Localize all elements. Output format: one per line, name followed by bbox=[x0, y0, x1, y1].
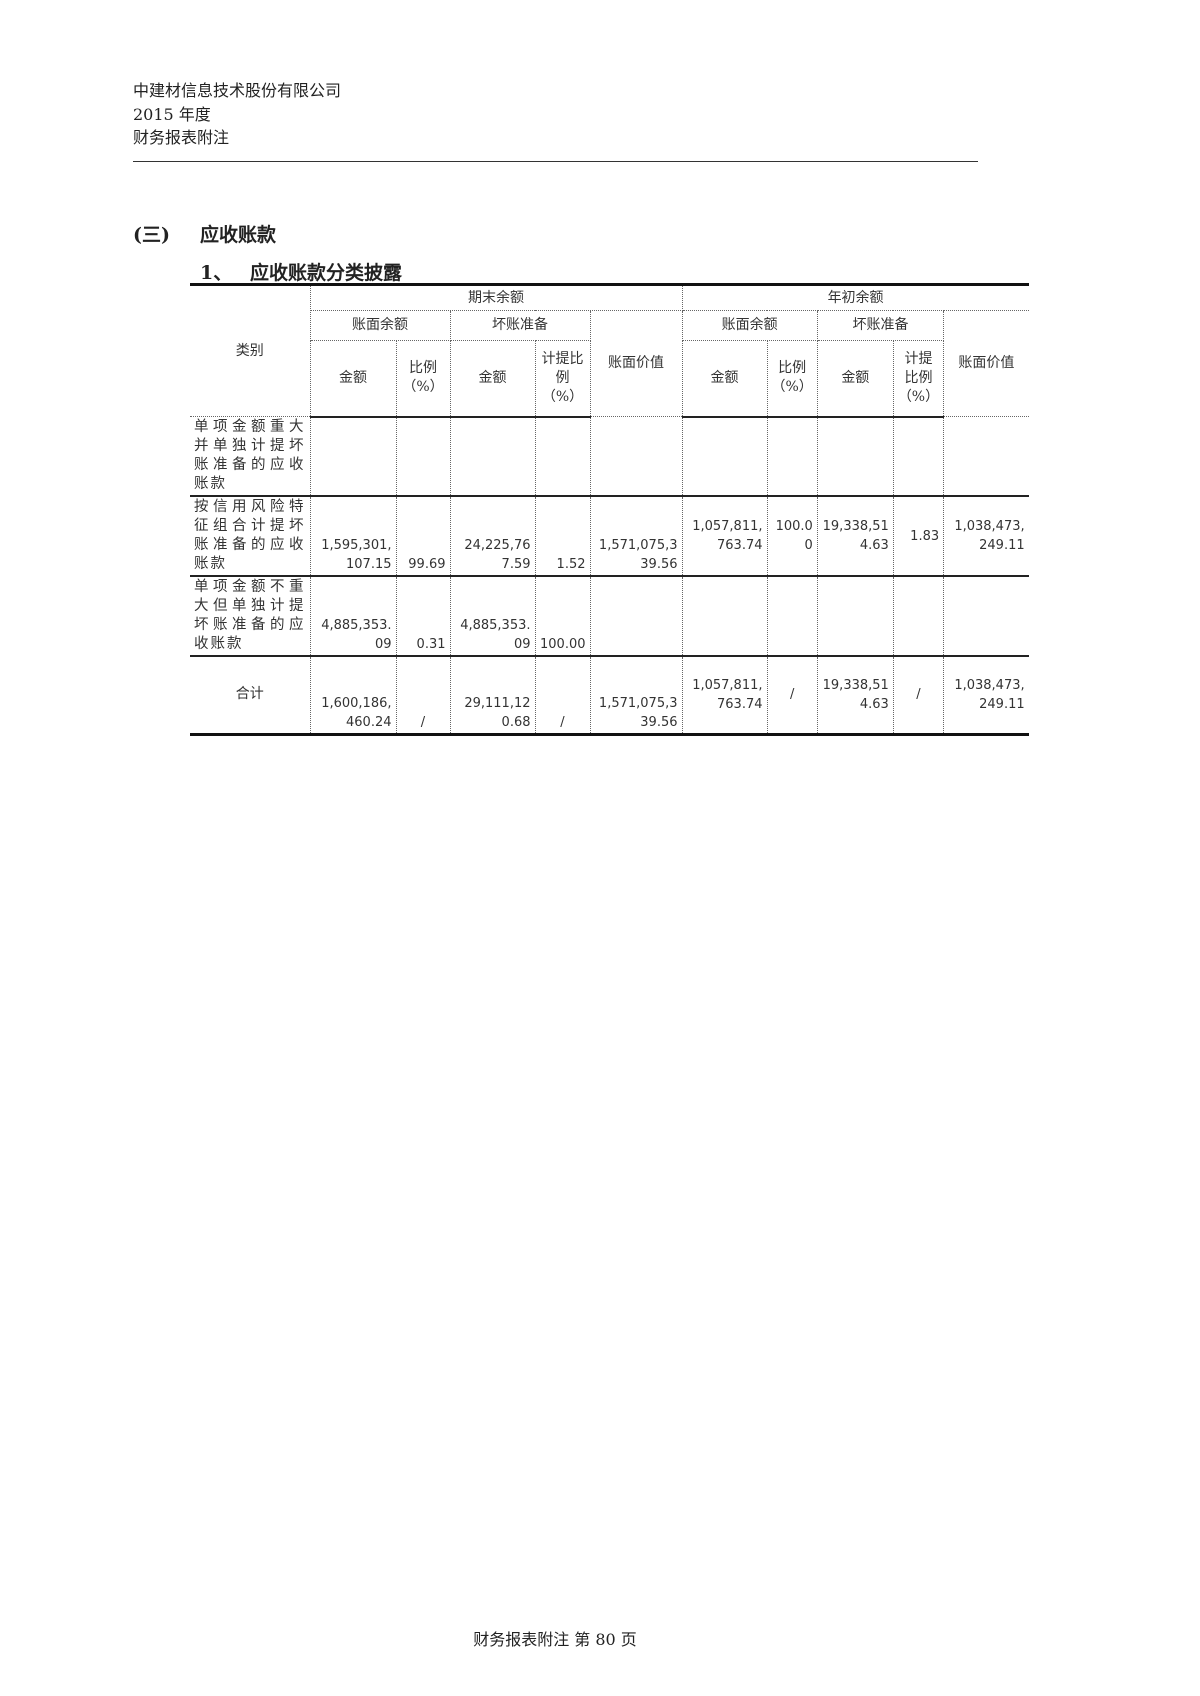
table-cell bbox=[892, 575, 945, 657]
table-cell: / bbox=[395, 655, 451, 735]
table-cell bbox=[892, 416, 945, 497]
table-cell bbox=[816, 575, 894, 657]
table-cell: 1,057,811,763.74 bbox=[681, 655, 768, 735]
header-amount: 金额 bbox=[310, 340, 397, 418]
table-cell bbox=[816, 416, 894, 497]
table-cell bbox=[943, 575, 1029, 657]
table-cell bbox=[681, 416, 768, 497]
table-cell: 1,038,473,249.11 bbox=[943, 495, 1029, 577]
company-name: 中建材信息技术股份有限公司 bbox=[133, 81, 342, 100]
header-ratio: 比例（%） bbox=[766, 340, 818, 418]
header-bad-debt: 坏账准备 bbox=[816, 310, 945, 341]
report-year: 2015 年度 bbox=[133, 105, 211, 124]
header-year-begin: 年初余额 bbox=[681, 284, 1029, 311]
table-cell bbox=[943, 416, 1029, 497]
subsection-number: 1、 bbox=[200, 262, 233, 284]
header-ratio: 比例（%） bbox=[395, 340, 451, 418]
table-row: 按信用风险特征组合计提坏账准备的应收账款 1,595,301,107.15 99.6… bbox=[190, 495, 1029, 577]
page-footer: 财务报表附注 第 80 页 bbox=[473, 1630, 637, 1649]
header-category: 类别 bbox=[190, 284, 311, 417]
table-cell: 1.52 bbox=[534, 495, 591, 577]
table-cell: 99.69 bbox=[395, 495, 451, 577]
table-cell bbox=[681, 575, 768, 657]
table-cell: 4,885,353.09 bbox=[449, 575, 536, 657]
table-cell: 29,111,120.68 bbox=[449, 655, 536, 735]
table-cell: / bbox=[766, 655, 818, 735]
table-cell: 4,885,353.09 bbox=[309, 575, 397, 657]
header-period-end: 期末余额 bbox=[309, 284, 683, 311]
table-cell: 1,057,811,763.74 bbox=[681, 495, 768, 577]
section-title: 应收账款 bbox=[200, 224, 277, 246]
table-cell: 1,038,473,249.11 bbox=[943, 655, 1029, 735]
header-bad-debt: 坏账准备 bbox=[449, 310, 591, 341]
table-cell: 1,595,301,107.15 bbox=[309, 495, 397, 577]
header-provision-ratio: 计提比例（%） bbox=[534, 340, 591, 418]
table-cell: 100.00 bbox=[534, 575, 591, 657]
table-cell: 0.31 bbox=[395, 575, 451, 657]
row-category: 按信用风险特征组合计提坏账准备的应收账款 bbox=[190, 495, 311, 577]
row-category: 单项金额不重大但单独计提坏账准备的应收账款 bbox=[190, 575, 311, 657]
table-cell: 100.00 bbox=[766, 495, 818, 577]
table-row: 单项金额不重大但单独计提坏账准备的应收账款 4,885,353.09 0.31 4,8… bbox=[190, 575, 1029, 657]
subsection-title: 应收账款分类披露 bbox=[250, 262, 403, 284]
table-cell bbox=[534, 416, 591, 497]
table-cell bbox=[395, 416, 451, 497]
header-provision-ratio: 计提比例（%） bbox=[892, 340, 944, 418]
table-cell bbox=[309, 416, 397, 497]
row-category: 单项金额重大并单独计提坏账准备的应收账款 bbox=[190, 416, 311, 497]
header-divider bbox=[133, 161, 978, 162]
table-cell bbox=[449, 416, 536, 497]
table-cell: 24,225,767.59 bbox=[449, 495, 536, 577]
header-amount: 金额 bbox=[816, 340, 894, 418]
table-cell bbox=[766, 416, 818, 497]
table-cell bbox=[589, 416, 683, 497]
table-cell: 1,571,075,339.56 bbox=[589, 495, 683, 577]
row-category: 合计 bbox=[190, 655, 311, 735]
header-book-value: 账面价值 bbox=[943, 310, 1029, 417]
table-cell bbox=[589, 575, 683, 657]
table-cell bbox=[766, 575, 818, 657]
table-cell: 19,338,514.63 bbox=[816, 655, 894, 735]
header-amount: 金额 bbox=[681, 340, 768, 418]
document-title: 财务报表附注 bbox=[133, 128, 230, 147]
table-cell: 1,600,186,460.24 bbox=[309, 655, 397, 735]
header-amount: 金额 bbox=[449, 340, 536, 418]
table-cell: 19,338,514.63 bbox=[816, 495, 894, 577]
table-cell: / bbox=[534, 655, 591, 735]
table-cell: 1.83 bbox=[892, 495, 945, 577]
table-cell: / bbox=[892, 655, 945, 735]
table-row: 合计 1,600,186,460.24/29,111,120.68/1,571,0… bbox=[190, 655, 1029, 735]
receivables-classification-table: 类别 期末余额 年初余额 账面余额 坏账准备 账面价值 账面余额 坏账准备 账面… bbox=[190, 283, 1029, 736]
header-book-value: 账面价值 bbox=[589, 310, 683, 417]
table-row: 单项金额重大并单独计提坏账准备的应收账款 bbox=[190, 416, 1029, 497]
header-book-balance: 账面余额 bbox=[681, 310, 818, 341]
header-book-balance: 账面余额 bbox=[310, 310, 451, 341]
table-cell: 1,571,075,339.56 bbox=[589, 655, 683, 735]
section-number: (三) bbox=[133, 224, 170, 246]
